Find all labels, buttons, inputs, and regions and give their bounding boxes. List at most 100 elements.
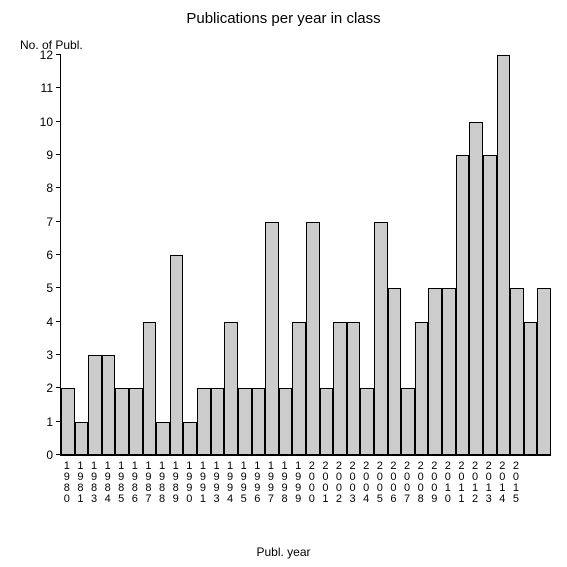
x-tick-label: 1983 [87, 459, 101, 505]
bar [129, 388, 143, 455]
x-tick-label: 1994 [223, 459, 237, 505]
bar [469, 122, 483, 455]
y-tick-mark [56, 254, 61, 255]
x-tick-label: 2015 [509, 459, 523, 505]
bar [524, 322, 538, 455]
x-tick-label: 1990 [182, 459, 196, 505]
bar [483, 155, 497, 455]
x-tick-label: 1991 [196, 459, 210, 505]
x-tick-label: 1988 [155, 459, 169, 505]
bar [183, 422, 197, 455]
x-tick-label: 2007 [400, 459, 414, 505]
x-tick-row: 1980198119831984198519861987198819891990… [60, 459, 550, 505]
bar [306, 222, 320, 455]
y-tick-mark [56, 121, 61, 122]
bar [143, 322, 157, 455]
x-tick-label: 1998 [278, 459, 292, 505]
bar [442, 288, 456, 455]
x-tick-label: 2001 [319, 459, 333, 505]
bar [347, 322, 361, 455]
y-tick-label: 11 [41, 81, 61, 95]
y-tick-mark [56, 187, 61, 188]
bar [238, 388, 252, 455]
x-tick-label: 1993 [210, 459, 224, 505]
x-tick-label: 1996 [251, 459, 265, 505]
x-tick-label: 2003 [346, 459, 360, 505]
y-tick-mark [56, 154, 61, 155]
x-tick-label: 2014 [496, 459, 510, 505]
x-tick-label: 1985 [114, 459, 128, 505]
y-tick-label: 6 [46, 248, 61, 262]
bar [224, 322, 238, 455]
bar [497, 55, 511, 455]
bar [456, 155, 470, 455]
x-tick-label: 1981 [74, 459, 88, 505]
x-tick-label: 1980 [60, 459, 74, 505]
bar [88, 355, 102, 455]
x-tick-label: 1984 [101, 459, 115, 505]
bar [75, 422, 89, 455]
y-tick-mark [56, 54, 61, 55]
bar [279, 388, 293, 455]
bar [156, 422, 170, 455]
bar [252, 388, 266, 455]
x-tick-label: 1987 [142, 459, 156, 505]
y-tick-mark [56, 354, 61, 355]
bar [401, 388, 415, 455]
x-tick-label [523, 459, 537, 505]
x-tick-label: 2006 [387, 459, 401, 505]
bar [374, 222, 388, 455]
x-tick-label: 2010 [441, 459, 455, 505]
y-tick-label: 3 [46, 348, 61, 362]
x-axis-label: Publ. year [0, 545, 567, 559]
bar [115, 388, 129, 455]
bar [197, 388, 211, 455]
chart-title: Publications per year in class [0, 10, 567, 27]
bar [415, 322, 429, 455]
x-tick-label: 2004 [359, 459, 373, 505]
bar [537, 288, 551, 455]
y-tick-label: 12 [40, 48, 61, 62]
y-tick-mark [56, 421, 61, 422]
bar [170, 255, 184, 455]
x-tick-label: 2005 [373, 459, 387, 505]
x-tick-label: 2009 [427, 459, 441, 505]
chart-container: Publications per year in class No. of Pu… [0, 0, 567, 567]
y-tick-label: 9 [46, 148, 61, 162]
y-tick-label: 10 [40, 115, 61, 129]
y-tick-mark [56, 321, 61, 322]
x-tick-label: 2011 [455, 459, 469, 505]
y-tick-label: 8 [46, 181, 61, 195]
y-tick-mark [56, 287, 61, 288]
x-tick-label [536, 459, 550, 505]
bar [388, 288, 402, 455]
bar [211, 388, 225, 455]
y-tick-mark [56, 87, 61, 88]
y-tick-label: 2 [46, 381, 61, 395]
bar [510, 288, 524, 455]
bars-group [61, 55, 551, 455]
x-tick-label: 2012 [468, 459, 482, 505]
x-tick-label: 2000 [305, 459, 319, 505]
y-tick-label: 5 [46, 281, 61, 295]
y-tick-label: 0 [46, 448, 61, 462]
bar [360, 388, 374, 455]
x-tick-label: 1989 [169, 459, 183, 505]
bar [102, 355, 116, 455]
y-tick-mark [56, 454, 61, 455]
bar [333, 322, 347, 455]
y-tick-label: 7 [46, 215, 61, 229]
bar [292, 322, 306, 455]
x-tick-label: 2008 [414, 459, 428, 505]
y-tick-label: 4 [46, 315, 61, 329]
bar [61, 388, 75, 455]
y-tick-label: 1 [46, 415, 61, 429]
plot-area: 0123456789101112 [60, 55, 551, 456]
bar [320, 388, 334, 455]
x-tick-label: 2002 [332, 459, 346, 505]
x-tick-label: 1997 [264, 459, 278, 505]
x-tick-label: 1995 [237, 459, 251, 505]
y-tick-mark [56, 387, 61, 388]
x-tick-label: 1999 [291, 459, 305, 505]
x-tick-label: 2013 [482, 459, 496, 505]
